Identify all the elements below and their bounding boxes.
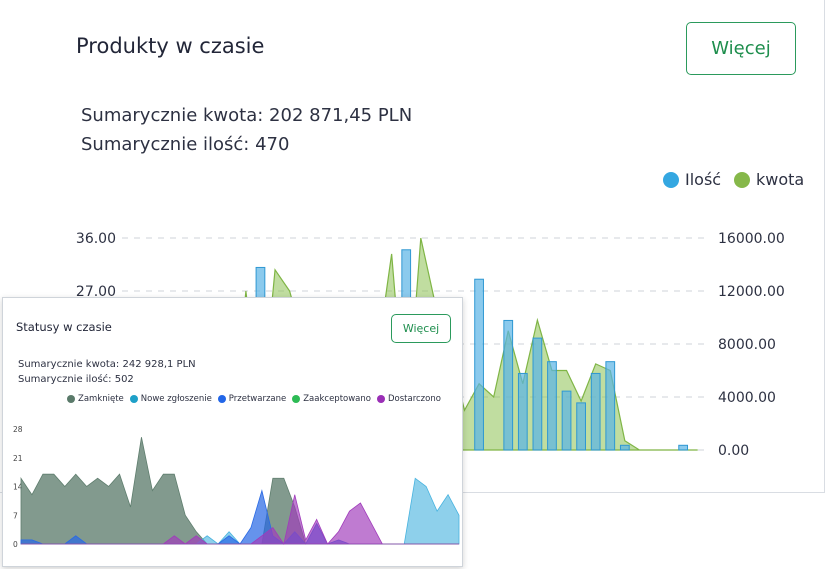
legend-label: Zamknięte: [78, 394, 124, 404]
summary-amount: Sumarycznie kwota: 202 871,45 PLN: [81, 105, 413, 126]
y-left-tick-label: 27.00: [76, 284, 116, 300]
series-area-0: [20, 437, 459, 545]
bar-quantity: [590, 372, 601, 451]
legend-item-processing[interactable]: Przetwarzane: [217, 394, 287, 404]
y-tick-label: 21: [13, 454, 23, 463]
more-button-small[interactable]: Więcej: [391, 314, 451, 343]
series-area-4: [21, 494, 459, 546]
legend-dot-icon: [129, 395, 138, 403]
bar-quantity: [619, 444, 630, 451]
bar-quantity: [561, 390, 572, 451]
more-button[interactable]: Więcej: [686, 22, 796, 75]
status-legend: Zamknięte Nowe zgłoszenie Przetwarzane Z…: [67, 394, 447, 404]
legend-dot-icon: [663, 171, 679, 188]
bar-quantity: [678, 444, 689, 451]
bar-quantity: [547, 361, 557, 451]
y-right-tick-label: 12000.00: [718, 284, 785, 300]
y-tick-label: 14: [13, 483, 23, 492]
legend-dot-icon: [734, 171, 750, 188]
legend-dot-icon: [292, 395, 301, 403]
statuses-over-time-card: Statusy w czasie Więcej Sumarycznie kwot…: [2, 297, 463, 567]
legend-dot-icon: [67, 395, 75, 403]
summary-quantity-small: Sumarycznie ilość: 502: [18, 374, 134, 385]
legend-item-delivered[interactable]: Dostarczono: [376, 394, 441, 404]
bar-quantity: [474, 278, 484, 451]
legend-item-accepted[interactable]: Zaakceptowano: [292, 394, 371, 404]
summary-amount-small: Sumarycznie kwota: 242 928,1 PLN: [18, 359, 196, 370]
legend-dot-icon: [217, 395, 226, 403]
legend-dot-icon: [376, 395, 385, 403]
y-tick-label: 7: [13, 511, 18, 520]
bar-quantity: [576, 402, 586, 451]
bar-quantity: [605, 361, 616, 451]
page-title: Produkty w czasie: [76, 34, 265, 58]
y-right-tick-label: 16000.00: [718, 231, 785, 247]
legend-item-amount[interactable]: kwota: [734, 170, 804, 189]
card-title: Statusy w czasie: [16, 320, 112, 334]
legend-item-quantity[interactable]: Ilość: [663, 170, 721, 189]
bar-quantity: [517, 372, 528, 451]
legend-label: Ilość: [685, 170, 722, 189]
statuses-chart: 28 21 14 7 0: [13, 425, 460, 549]
legend-label: Przetwarzane: [228, 394, 287, 404]
summary-quantity: Sumarycznie ilość: 470: [81, 134, 290, 155]
y-right-tick-label: 0.00: [718, 443, 749, 459]
legend-item-closed[interactable]: Zamknięte: [67, 394, 124, 404]
y-left-tick-label: 36.00: [76, 231, 116, 247]
y-right-tick-label: 4000.00: [718, 390, 776, 406]
legend-label: Dostarczono: [387, 394, 441, 404]
bar-quantity: [532, 337, 543, 451]
legend-label: kwota: [756, 170, 805, 189]
legend-label: Zaakceptowano: [303, 394, 371, 404]
y-right-tick-label: 8000.00: [718, 337, 776, 353]
bar-quantity: [503, 319, 514, 451]
legend-item-new[interactable]: Nowe zgłoszenie: [129, 394, 212, 404]
y-tick-label: 0: [13, 540, 18, 549]
legend-label: Nowe zgłoszenie: [140, 394, 212, 404]
y-tick-label: 28: [13, 425, 23, 434]
